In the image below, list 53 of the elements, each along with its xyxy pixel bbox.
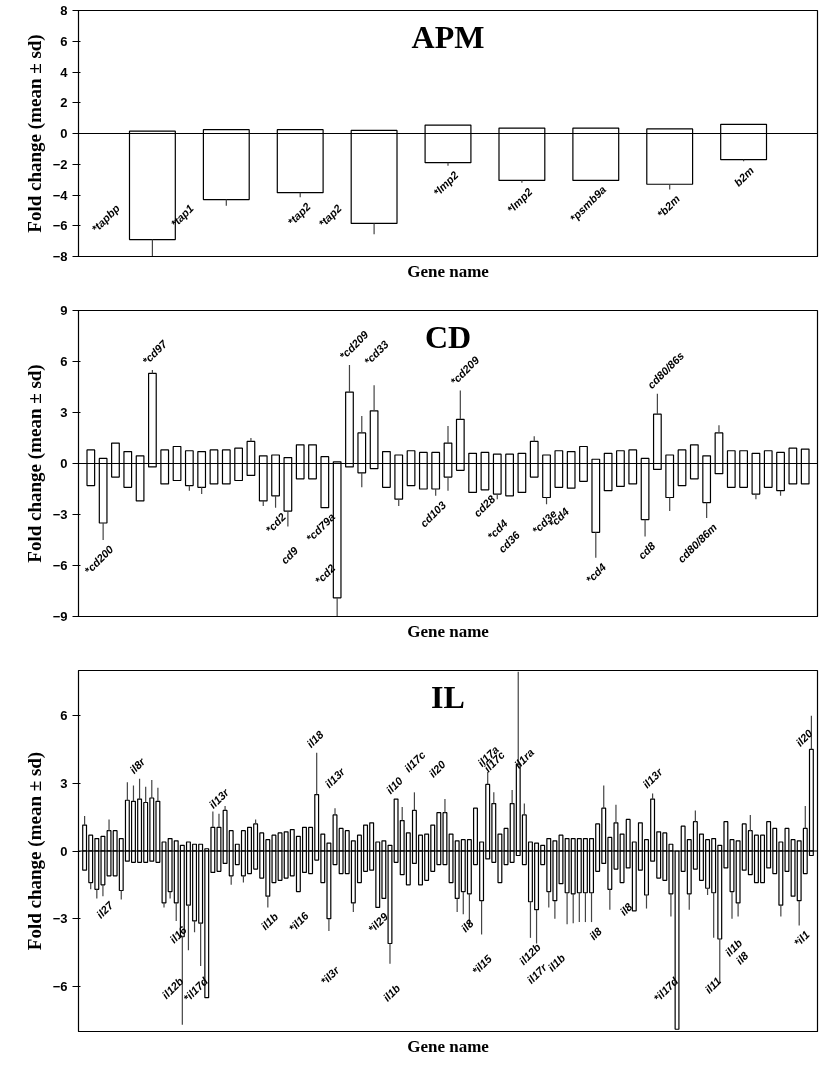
y-tick-label: −3: [52, 507, 68, 522]
category-label: il8r: [127, 755, 148, 776]
category-label: cd8: [635, 539, 658, 562]
y-tick-label: −3: [52, 911, 68, 927]
y-tick-label: 0: [60, 843, 68, 859]
category-label: il27: [93, 899, 116, 921]
chart-title: CD: [424, 318, 472, 355]
category-label: *cd2: [263, 510, 289, 536]
y-tick-label: 6: [60, 354, 68, 369]
y-tick-label: 8: [60, 3, 68, 18]
x-axis-title: Gene name: [407, 621, 490, 641]
y-tick-label: 0: [60, 126, 68, 141]
category-label: il8: [617, 900, 635, 918]
y-tick-label: −8: [52, 249, 68, 264]
chart-title: APM: [411, 18, 485, 55]
category-label: il20: [793, 727, 815, 749]
category-label: il1b: [258, 910, 281, 933]
category-label: *cd2: [312, 561, 338, 587]
category-label: il8: [458, 917, 476, 935]
category-label: il1b: [545, 951, 568, 974]
category-label: *il15: [469, 952, 495, 977]
y-tick-label: 2: [60, 95, 68, 111]
y-tick-label: −6: [52, 558, 68, 573]
x-axis-title: Gene name: [407, 1036, 490, 1056]
y-tick-label: 6: [60, 708, 68, 724]
chart-title: IL: [431, 678, 465, 715]
y-tick-label: 9: [60, 303, 68, 318]
category-label: *il29: [365, 910, 391, 935]
category-label: il20: [426, 758, 448, 780]
y-axis-title: Fold change (mean ± sd): [23, 751, 46, 951]
category-label: *cd4: [583, 560, 609, 586]
y-tick-label: −4: [52, 187, 69, 203]
category-label: il10: [383, 774, 406, 797]
y-tick-label: 3: [60, 775, 68, 791]
y-axis-title: Fold change (mean ± sd): [23, 34, 46, 233]
y-tick-label: −6: [52, 218, 68, 234]
y-tick-label: 6: [60, 33, 68, 49]
y-tick-label: 4: [60, 64, 69, 80]
y-tick-label: 3: [60, 405, 68, 420]
category-label: il11: [702, 974, 724, 996]
y-tick-label: −2: [52, 156, 68, 172]
y-tick-label: 0: [60, 456, 68, 471]
category-label: *il16: [286, 909, 311, 935]
y-tick-label: −6: [52, 978, 68, 994]
y-axis-title: Fold change (mean ± sd): [23, 364, 46, 563]
category-label: il1b: [380, 981, 403, 1004]
category-label: *il1: [791, 928, 812, 949]
category-label: il18: [304, 728, 326, 750]
x-axis-title: Gene name: [407, 261, 490, 281]
category-label: *il3r: [318, 964, 342, 988]
y-tick-label: −9: [52, 609, 68, 624]
category-label: il8: [586, 925, 605, 943]
category-label: cd9: [278, 544, 301, 567]
